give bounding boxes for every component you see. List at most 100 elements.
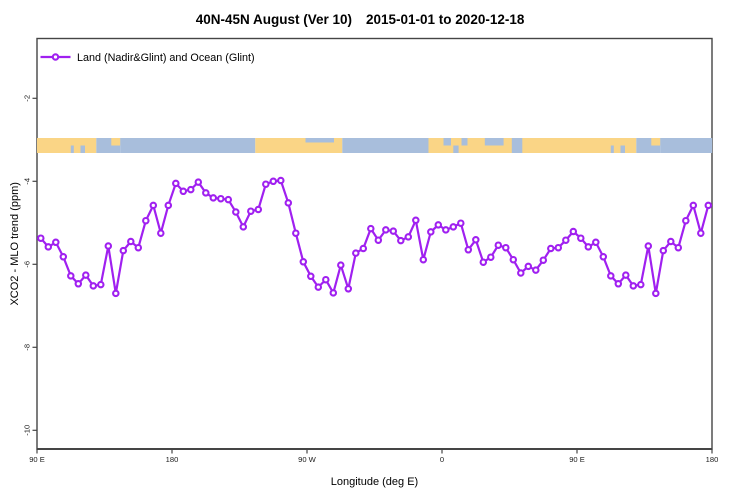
- data-point: [224, 195, 233, 204]
- data-point: [472, 236, 480, 244]
- data-point: [322, 275, 330, 284]
- data-point: [547, 244, 555, 253]
- land-band-segment: [37, 138, 97, 153]
- data-point: [277, 176, 285, 185]
- data-point: [67, 272, 75, 280]
- data-point: [194, 178, 203, 186]
- land-band-segment: [111, 138, 121, 146]
- data-point: [359, 244, 368, 253]
- data-point: [434, 221, 443, 229]
- data-point: [622, 271, 630, 279]
- x-tick-label: 90 E: [569, 455, 585, 464]
- chart-title-right: 2015-01-01 to 2020-12-18: [366, 12, 525, 27]
- data-point: [97, 280, 105, 289]
- data-point: [157, 229, 165, 237]
- data-point: [509, 255, 518, 264]
- data-point: [479, 258, 488, 266]
- chart-title: 40N-45N August (Ver 10) 2015-01-01 to 20…: [196, 12, 525, 27]
- y-axis-title: XCO2 - MLO trend (ppm): [9, 182, 21, 305]
- x-axis-title: Longitude (deg E): [331, 476, 418, 488]
- y-tick-label: -6: [23, 261, 32, 268]
- data-point: [562, 236, 570, 244]
- data-point: [127, 237, 135, 246]
- data-point: [187, 185, 195, 194]
- data-point: [142, 216, 150, 225]
- ocean-band-segment: [484, 138, 504, 146]
- data-point: [659, 246, 668, 255]
- data-point: [344, 285, 353, 293]
- data-point: [202, 189, 210, 197]
- data-point: [374, 236, 383, 244]
- land-band-segment: [428, 138, 637, 153]
- data-point: [524, 262, 533, 271]
- data-point: [352, 249, 360, 257]
- data-point: [52, 238, 60, 247]
- data-point: [674, 243, 683, 252]
- data-point: [239, 223, 248, 231]
- data-point: [449, 223, 458, 231]
- data-point: [667, 237, 675, 246]
- ocean-band-segment: [610, 145, 614, 153]
- land-ocean-band: [37, 138, 713, 153]
- ocean-band-segment: [620, 145, 625, 153]
- data-point: [254, 205, 263, 214]
- data-point: [59, 253, 68, 261]
- data-point: [337, 261, 345, 269]
- data-point: [44, 243, 53, 251]
- data-point: [329, 289, 338, 297]
- y-tick-label: -10: [23, 425, 32, 436]
- data-point: [307, 272, 315, 281]
- data-point: [517, 269, 525, 277]
- data-point: [539, 256, 548, 264]
- data-point: [112, 289, 120, 298]
- x-tick-label: 90 E: [29, 455, 45, 464]
- data-point: [269, 177, 278, 186]
- data-point: [554, 243, 563, 252]
- data-point: [464, 246, 473, 254]
- data-point: [457, 219, 465, 227]
- data-point: [442, 226, 450, 234]
- data-point: [232, 208, 240, 216]
- data-point: [682, 216, 690, 225]
- ocean-band-segment: [461, 138, 468, 146]
- data-point: [412, 216, 420, 225]
- ocean-band-segment: [511, 138, 523, 153]
- x-tick-label: 180: [706, 455, 719, 464]
- data-point: [89, 282, 98, 290]
- data-point: [704, 201, 713, 210]
- legend: Land (Nadir&Glint) and Ocean (Glint): [40, 52, 255, 64]
- data-point: [584, 243, 593, 251]
- data-point: [247, 207, 255, 215]
- data-point: [299, 258, 308, 266]
- data-point: [614, 280, 623, 288]
- ocean-band-segment: [305, 138, 334, 143]
- data-point: [637, 280, 645, 289]
- data-point: [652, 289, 660, 298]
- data-point: [82, 271, 90, 279]
- x-tick-label: 0: [440, 455, 444, 464]
- legend-marker-icon: [51, 53, 60, 61]
- data-point: [262, 180, 270, 188]
- ocean-band-segment: [70, 145, 74, 153]
- ocean-band-segment: [80, 145, 85, 153]
- data-point: [179, 187, 188, 196]
- data-point: [382, 226, 390, 234]
- x-tick-label: 180: [166, 455, 179, 464]
- data-point: [397, 236, 405, 245]
- data-point: [532, 266, 540, 274]
- data-point: [367, 224, 375, 233]
- plot-frame: [36, 37, 713, 450]
- data-point: [389, 227, 398, 235]
- data-point: [292, 229, 300, 237]
- y-tick-label: -2: [23, 95, 32, 102]
- chart-title-left: 40N-45N August (Ver 10): [196, 12, 352, 27]
- data-point: [592, 238, 600, 247]
- data-point: [134, 243, 143, 252]
- ocean-band-segment: [453, 145, 459, 153]
- data-point: [599, 253, 608, 261]
- data-point: [217, 194, 225, 203]
- data-point: [427, 228, 435, 236]
- data-point: [502, 243, 510, 252]
